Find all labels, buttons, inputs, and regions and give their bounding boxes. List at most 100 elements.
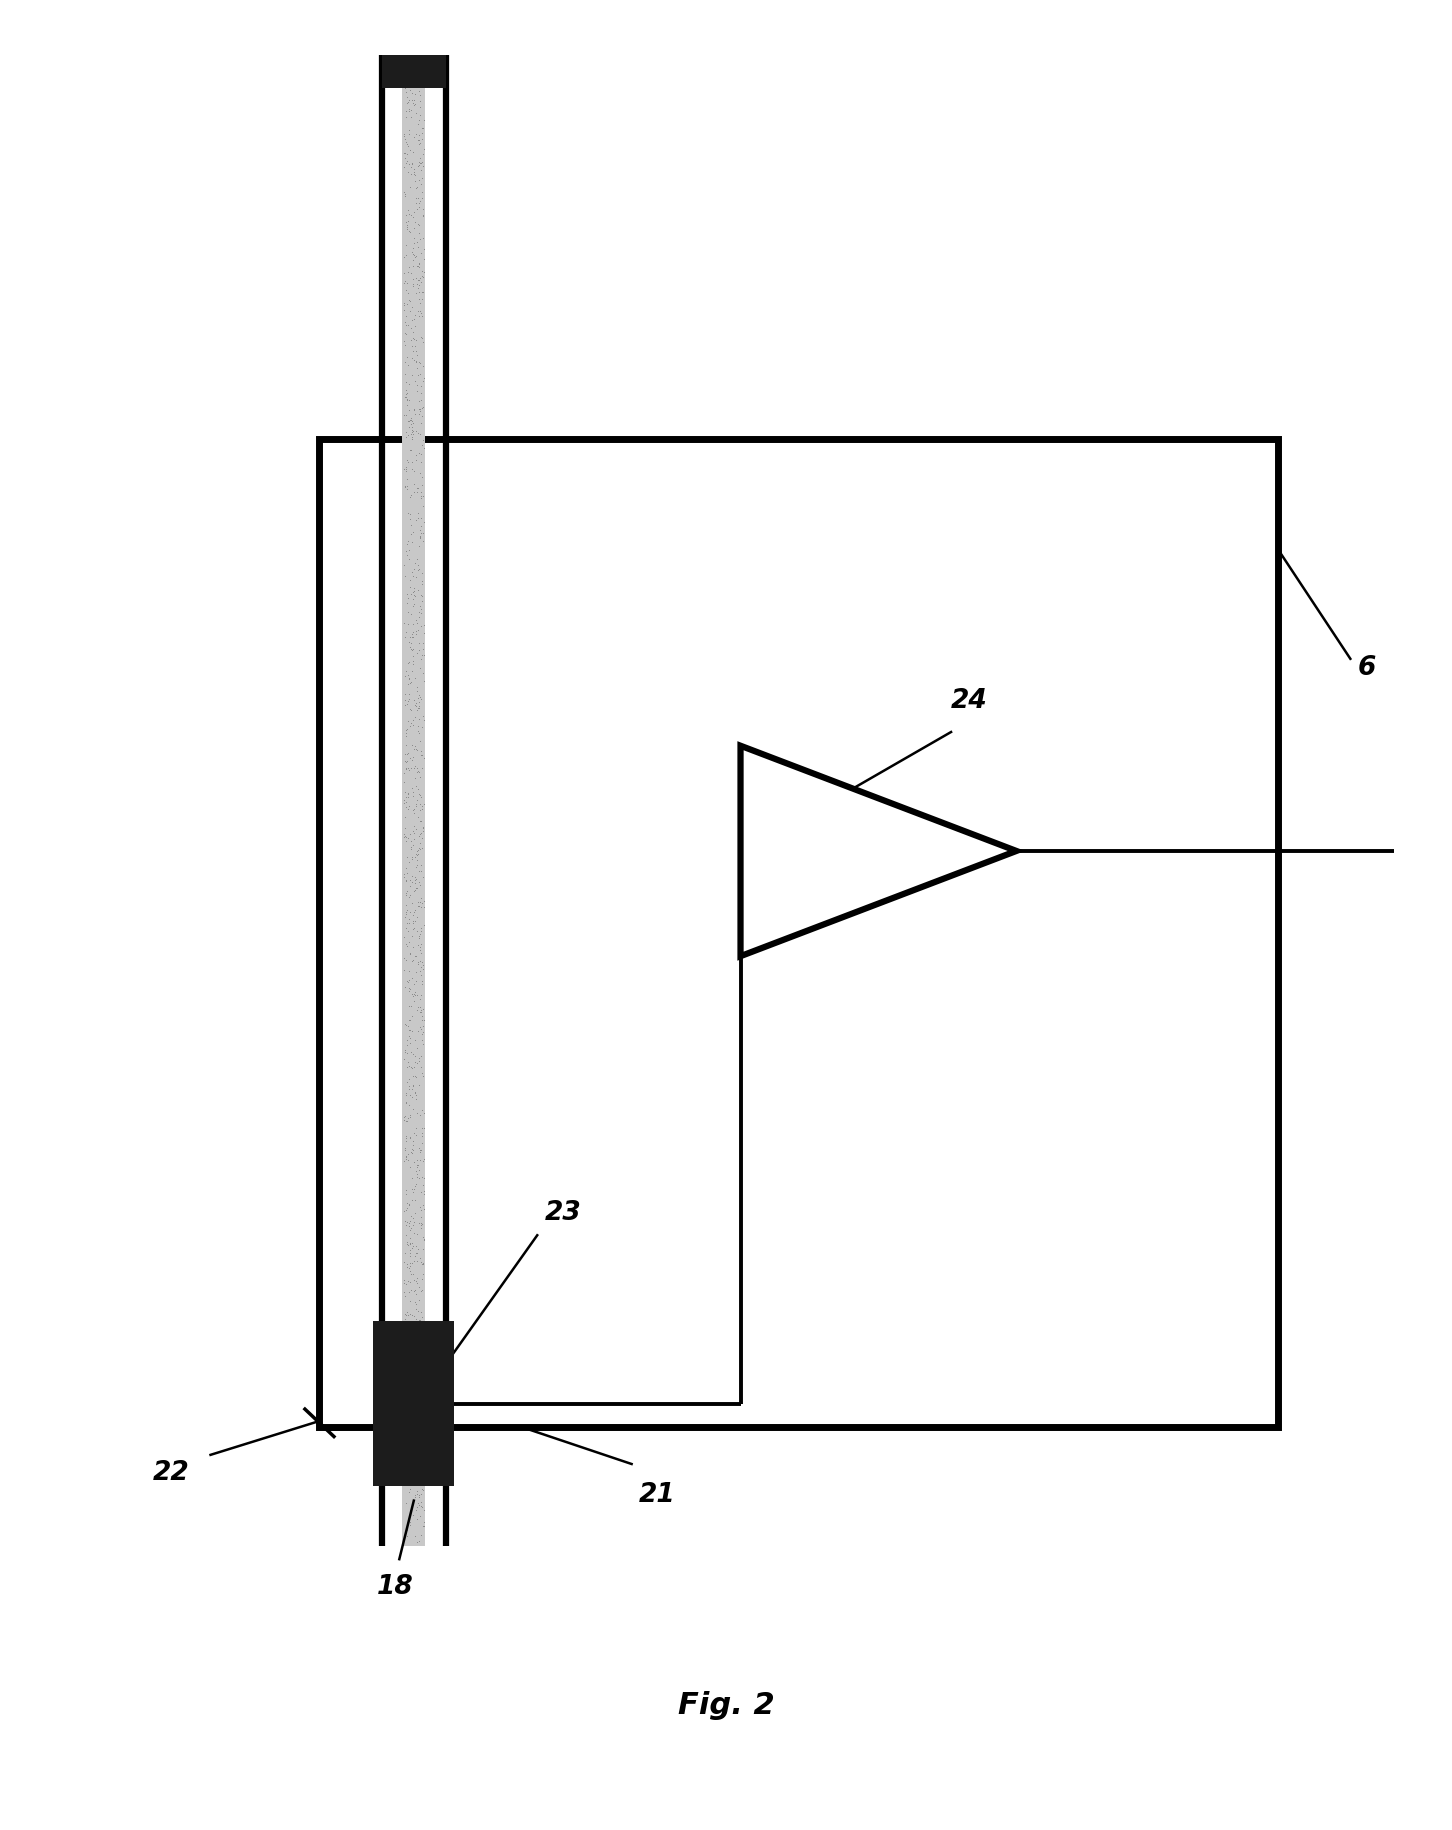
Point [405,840,428,869]
Point [395,311,418,340]
Point [402,781,425,811]
Point [396,664,420,694]
Point [396,1005,420,1034]
Point [401,331,424,361]
Point [404,763,427,792]
Point [393,70,417,99]
Point [399,415,423,445]
Point [409,238,433,267]
Point [405,1427,428,1457]
Point [409,1213,433,1243]
Point [396,778,420,807]
Point [405,1389,428,1418]
Point [401,86,424,115]
Point [401,906,424,935]
Point [405,917,428,946]
Point [411,569,434,598]
Point [402,554,425,584]
Point [398,866,421,895]
Point [398,573,421,602]
Point [402,818,425,847]
Point [395,1338,418,1367]
Point [399,326,423,355]
Point [407,124,430,154]
Point [393,972,417,1001]
Point [404,207,427,236]
Point [396,781,420,811]
Point [408,1464,431,1493]
Point [399,404,423,434]
Point [401,293,424,322]
Point [412,243,436,273]
Point [411,633,434,662]
Point [409,296,433,326]
Point [404,167,427,196]
Point [411,582,434,611]
Point [405,1146,428,1175]
Point [398,1334,421,1363]
Point [401,1411,424,1440]
Point [404,1394,427,1424]
Point [402,1466,425,1495]
Point [401,1233,424,1263]
Point [398,648,421,677]
Point [402,1210,425,1239]
Point [398,1215,421,1244]
Point [393,866,417,895]
Point [402,137,425,167]
Point [395,269,418,298]
Point [401,642,424,672]
Text: 6: 6 [1358,655,1376,681]
Point [393,137,417,167]
Point [407,705,430,734]
Point [396,1065,420,1094]
Point [409,1491,433,1521]
Point [408,148,431,178]
Point [402,576,425,606]
Point [401,730,424,759]
Point [395,792,418,822]
Point [407,1149,430,1179]
Point [411,1475,434,1504]
Point [411,968,434,997]
Point [395,1459,418,1488]
Point [402,798,425,827]
Point [408,458,431,487]
Point [395,49,418,79]
Point [405,1160,428,1190]
Point [407,66,430,95]
Point [398,75,421,104]
Point [398,664,421,694]
Point [401,251,424,280]
Point [396,1230,420,1259]
Point [409,1248,433,1277]
Point [405,1504,428,1534]
Point [393,123,417,152]
Point [408,1426,431,1455]
Point [411,1096,434,1125]
Point [395,318,418,348]
Point [411,183,434,212]
Point [412,910,436,939]
Point [402,1259,425,1288]
Point [392,1277,415,1307]
Point [401,1501,424,1530]
Point [405,377,428,406]
Point [396,119,420,148]
Point [393,1133,417,1162]
Point [392,789,415,818]
Point [402,1265,425,1294]
Point [411,1248,434,1277]
Point [405,172,428,201]
Point [393,318,417,348]
Point [395,474,418,503]
Point [395,853,418,882]
Point [411,1190,434,1219]
Point [407,717,430,747]
Point [398,436,421,465]
Point [405,873,428,902]
Point [411,1171,434,1200]
Point [411,1005,434,1034]
Point [409,783,433,813]
Point [393,878,417,908]
